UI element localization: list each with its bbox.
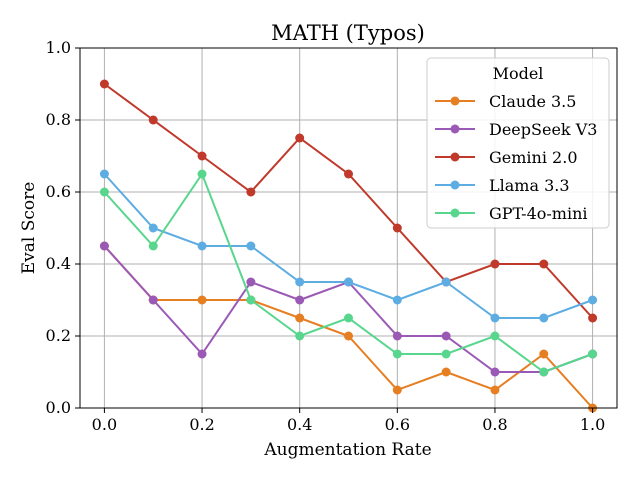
data-point (99, 79, 109, 89)
data-point (197, 349, 207, 359)
chart-title: MATH (Typos) (271, 21, 425, 45)
legend-box (426, 57, 610, 229)
data-point (392, 223, 402, 233)
legend-swatch-marker (450, 124, 460, 134)
data-point (539, 313, 549, 323)
data-point (539, 259, 549, 269)
data-point (588, 295, 598, 305)
data-point (99, 187, 109, 197)
y-tick-label: 0.0 (46, 398, 71, 417)
legend-swatch-marker (450, 208, 460, 218)
data-point (246, 295, 256, 305)
data-point (148, 295, 158, 305)
data-point (490, 259, 500, 269)
data-point (246, 277, 256, 287)
legend-label: Claude 3.5 (489, 92, 576, 111)
legend-label: Gemini 2.0 (489, 148, 578, 167)
data-point (295, 295, 305, 305)
data-point (344, 277, 353, 287)
data-point (392, 331, 402, 341)
data-point (344, 169, 353, 179)
data-point (197, 295, 207, 305)
x-tick-label: 0.0 (92, 415, 117, 434)
data-point (99, 169, 109, 179)
y-tick-label: 0.8 (46, 110, 71, 129)
legend-label: GPT-4o-mini (489, 204, 588, 223)
data-point (148, 241, 158, 251)
legend-label: DeepSeek V3 (489, 120, 597, 139)
data-point (197, 169, 207, 179)
data-point (392, 385, 402, 395)
y-tick-label: 0.6 (46, 182, 71, 201)
data-point (490, 367, 500, 377)
series-layer (99, 79, 598, 413)
y-tick-label: 0.4 (46, 254, 71, 273)
x-tick-label: 0.2 (189, 415, 214, 434)
data-point (392, 349, 402, 359)
data-point (588, 313, 598, 323)
legend-title: Model (493, 64, 544, 83)
data-point (539, 367, 549, 377)
x-tick-label: 0.6 (385, 415, 410, 434)
series-gpt-4o-mini (99, 169, 598, 377)
data-point (99, 241, 109, 251)
data-point (344, 313, 353, 323)
legend: Model Claude 3.5 DeepSeek V3 Gemini 2.0 Llam… (426, 57, 610, 229)
series-llama-3-3 (99, 169, 598, 323)
data-point (295, 313, 305, 323)
x-axis-label: Augmentation Rate (263, 440, 431, 460)
data-point (295, 331, 305, 341)
data-point (490, 313, 500, 323)
data-point (148, 223, 158, 233)
data-point (197, 151, 207, 161)
legend-label: Llama 3.3 (489, 176, 570, 195)
data-point (392, 295, 402, 305)
x-axis: 0.0 0.2 0.4 0.6 0.8 1.0 (92, 408, 605, 434)
x-tick-label: 0.8 (482, 415, 507, 434)
legend-swatch-marker (450, 152, 460, 162)
y-axis: 0.0 0.2 0.4 0.6 0.8 1.0 (46, 38, 80, 417)
x-tick-label: 1.0 (580, 415, 605, 434)
data-point (197, 241, 207, 251)
data-point (246, 241, 256, 251)
x-tick-label: 0.4 (287, 415, 312, 434)
legend-swatch-marker (450, 96, 460, 106)
series-claude-3-5 (99, 241, 598, 413)
data-point (441, 331, 451, 341)
data-point (441, 349, 451, 359)
y-tick-label: 0.2 (46, 326, 71, 345)
data-point (246, 187, 256, 197)
legend-swatch-marker (450, 180, 460, 190)
data-point (539, 349, 549, 359)
data-point (490, 385, 500, 395)
data-point (490, 331, 500, 341)
data-point (295, 133, 305, 143)
data-point (441, 277, 451, 287)
data-point (588, 349, 598, 359)
y-axis-label: Eval Score (19, 182, 39, 275)
data-point (441, 367, 451, 377)
data-point (344, 331, 353, 341)
plot-frame (79, 47, 618, 409)
data-point (148, 115, 158, 125)
y-tick-label: 1.0 (46, 38, 71, 57)
data-point (295, 277, 305, 287)
